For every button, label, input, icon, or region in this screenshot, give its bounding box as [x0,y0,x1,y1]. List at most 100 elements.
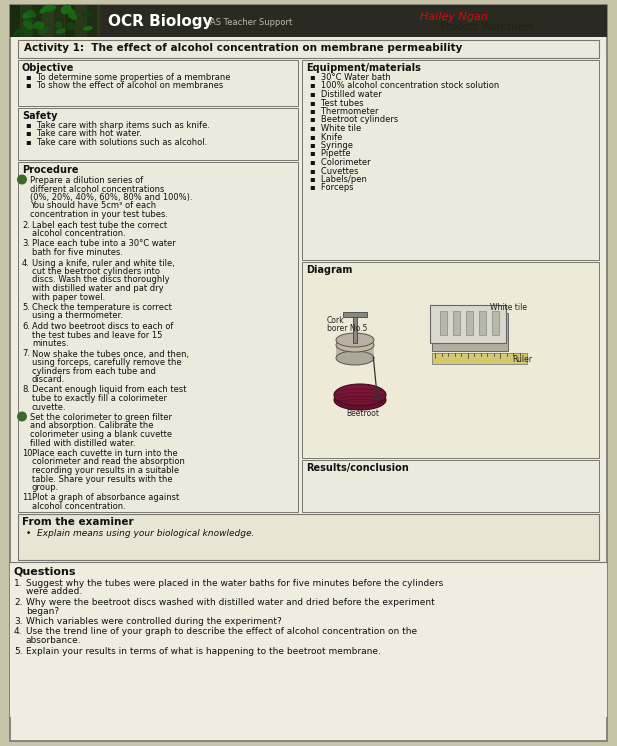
Text: ▪  Thermometer: ▪ Thermometer [310,107,378,116]
Text: recording your results in a suitable: recording your results in a suitable [32,466,179,475]
Ellipse shape [33,22,44,30]
Bar [336,345,374,358]
Ellipse shape [68,12,77,20]
Text: 2.: 2. [14,598,22,607]
Text: using a thermometer.: using a thermometer. [32,312,123,321]
Text: ▪  White tile: ▪ White tile [310,124,361,133]
Bar [432,313,508,351]
Bar [10,5,607,37]
Text: 6.: 6. [22,322,30,331]
Ellipse shape [82,11,93,17]
Bar [18,60,298,106]
Bar [10,562,607,717]
Text: Safety: Safety [22,111,57,121]
Text: 2.: 2. [22,221,30,230]
Text: ▪  Take care with hot water.: ▪ Take care with hot water. [26,130,142,139]
Bar [87,5,97,37]
Bar [440,311,447,335]
Text: Hailey Ngan: Hailey Ngan [420,12,488,22]
Text: Questions: Questions [14,567,77,577]
Text: (0%, 20%, 40%, 60%, 80% and 100%).: (0%, 20%, 40%, 60%, 80% and 100%). [30,193,193,202]
Text: Prepare a dilution series of: Prepare a dilution series of [30,176,143,185]
Ellipse shape [56,28,66,34]
Ellipse shape [26,10,36,18]
Bar [353,315,357,343]
Text: Explain your results in terms of what is happening to the beetroot membrane.: Explain your results in terms of what is… [26,647,381,656]
Text: the test tubes and leave for 15: the test tubes and leave for 15 [32,330,162,339]
Text: alcohol concentration.: alcohol concentration. [32,502,126,511]
Text: minutes.: minutes. [32,339,68,348]
Text: Activity 1:  The effect of alcohol concentration on membrane permeability: Activity 1: The effect of alcohol concen… [24,43,462,53]
Bar [466,311,473,335]
Text: ▪  Cuvettes: ▪ Cuvettes [310,166,358,175]
Text: Label each test tube the correct: Label each test tube the correct [32,221,167,230]
Text: ▪  Colorimeter: ▪ Colorimeter [310,158,371,167]
Text: were added.: were added. [26,588,82,597]
Text: 7.: 7. [22,349,30,359]
Text: 5.: 5. [22,303,30,312]
Text: ▪  Syringe: ▪ Syringe [310,141,353,150]
Bar [18,162,298,512]
Bar [302,262,599,458]
Text: AS Teacher Support: AS Teacher Support [210,18,292,27]
Text: Set the colorimeter to green filter: Set the colorimeter to green filter [30,413,172,422]
Text: ▪  Labels/pen: ▪ Labels/pen [310,175,367,184]
Text: using forceps, carefully remove the: using forceps, carefully remove the [32,358,181,367]
Bar [302,460,599,512]
Bar [10,5,20,37]
Text: Place each cuvette in turn into the: Place each cuvette in turn into the [32,449,178,458]
Text: ▪  Distilled water: ▪ Distilled water [310,90,382,99]
Text: 11.: 11. [22,494,35,503]
Bar [492,311,499,335]
Bar [10,5,100,37]
Text: White tile: White tile [490,303,527,312]
Ellipse shape [39,4,51,13]
Text: Add two beetroot discs to each of: Add two beetroot discs to each of [32,322,173,331]
Text: ▪  30°C Water bath: ▪ 30°C Water bath [310,73,391,82]
Ellipse shape [55,21,62,28]
Text: ▪  Knife: ▪ Knife [310,133,342,142]
Bar [453,311,460,335]
Text: Student Worksheet: Student Worksheet [440,22,533,32]
Text: Cork: Cork [327,316,345,325]
Text: From the examiner: From the examiner [22,517,134,527]
Bar [43,5,53,37]
Text: Now shake the tubes once, and then,: Now shake the tubes once, and then, [32,349,189,359]
Bar [21,5,31,37]
Ellipse shape [336,351,374,365]
Text: cuvette.: cuvette. [32,403,67,412]
Text: ▪  Pipette: ▪ Pipette [310,149,350,158]
Text: Plot a graph of absorbance against: Plot a graph of absorbance against [32,494,180,503]
Text: alcohol concentration.: alcohol concentration. [32,229,126,238]
Ellipse shape [13,28,23,36]
Text: table. Share your results with the: table. Share your results with the [32,474,173,483]
Text: Using a knife, ruler and white tile,: Using a knife, ruler and white tile, [32,259,175,268]
Ellipse shape [67,7,75,14]
Ellipse shape [66,22,77,30]
Ellipse shape [38,27,49,35]
Text: began?: began? [26,606,59,615]
Bar [65,5,75,37]
Text: Beetroot: Beetroot [346,409,379,418]
Text: Decant enough liquid from each test: Decant enough liquid from each test [32,386,186,395]
Ellipse shape [336,338,374,352]
Text: 4.: 4. [14,627,22,636]
Text: different alcohol concentrations: different alcohol concentrations [30,184,164,193]
Text: Diagram: Diagram [306,265,352,275]
Ellipse shape [22,12,32,19]
Text: •  Explain means using your biological knowledge.: • Explain means using your biological kn… [26,529,254,538]
Text: with paper towel.: with paper towel. [32,292,106,301]
Bar [343,312,367,317]
Text: Procedure: Procedure [22,165,78,175]
Text: ▪  100% alcohol concentration stock solution: ▪ 100% alcohol concentration stock solut… [310,81,499,90]
Circle shape [17,175,27,184]
Ellipse shape [336,333,374,347]
Ellipse shape [83,26,93,31]
Text: cut the beetroot cylinders into: cut the beetroot cylinders into [32,267,160,276]
Text: ▪  To determine some properties of a membrane: ▪ To determine some properties of a memb… [26,73,231,82]
Text: Results/conclusion: Results/conclusion [306,463,408,473]
Text: bath for five minutes.: bath for five minutes. [32,248,123,257]
Text: 3.: 3. [14,617,23,626]
Text: Equipment/materials: Equipment/materials [306,63,421,73]
Text: colorimeter using a blank cuvette: colorimeter using a blank cuvette [30,430,172,439]
